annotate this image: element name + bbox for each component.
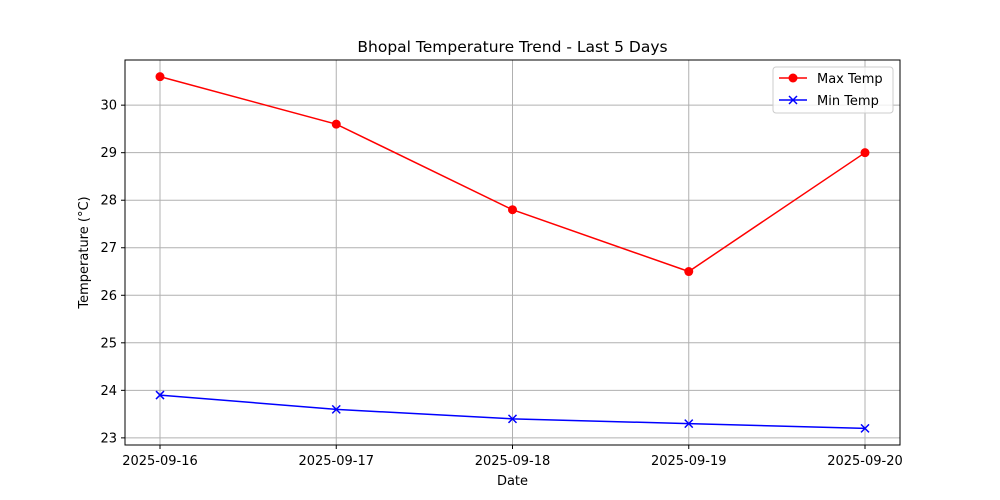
x-tick-label: 2025-09-18 (475, 454, 551, 469)
series-layer (155, 72, 870, 433)
legend-marker-min (788, 95, 798, 105)
y-tick-label: 30 (100, 99, 117, 114)
data-point-max-temp (331, 119, 341, 129)
y-tick-label: 26 (100, 289, 117, 304)
y-tick-label: 23 (100, 431, 117, 446)
x-tick-label: 2025-09-19 (651, 454, 727, 469)
grid (125, 60, 900, 445)
ticks: 2025-09-16 2025-09-17 2025-09-18 2025-09-19… (100, 99, 902, 469)
y-tick-label: 25 (100, 336, 117, 351)
data-point-max-temp (684, 267, 694, 277)
x-axis-label: Date (497, 474, 528, 489)
data-point-min-temp (507, 414, 518, 424)
data-point-max-temp (155, 72, 165, 82)
data-point-min-temp (331, 404, 341, 414)
legend-label-max: Max Temp (817, 72, 883, 87)
y-tick-label: 28 (100, 194, 117, 209)
x-tick-label: 2025-09-17 (298, 454, 374, 469)
y-tick-label: 27 (100, 241, 117, 256)
x-tick-label: 2025-09-16 (122, 454, 198, 469)
legend-label-min: Min Temp (817, 94, 879, 109)
data-point-max-temp (860, 148, 870, 158)
y-axis-label: Temperature (°C) (77, 196, 92, 309)
chart-title: Bhopal Temperature Trend - Last 5 Days (357, 38, 667, 56)
data-point-min-temp (155, 390, 165, 400)
data-point-min-temp (860, 423, 870, 433)
x-tick-label: 2025-09-20 (827, 454, 903, 469)
y-tick-label: 29 (100, 146, 117, 161)
legend: Max Temp Min Temp (772, 66, 894, 114)
y-tick-label: 24 (100, 384, 117, 399)
data-point-min-temp (684, 419, 694, 429)
data-point-max-temp (508, 205, 517, 215)
legend-marker-max (788, 73, 798, 83)
